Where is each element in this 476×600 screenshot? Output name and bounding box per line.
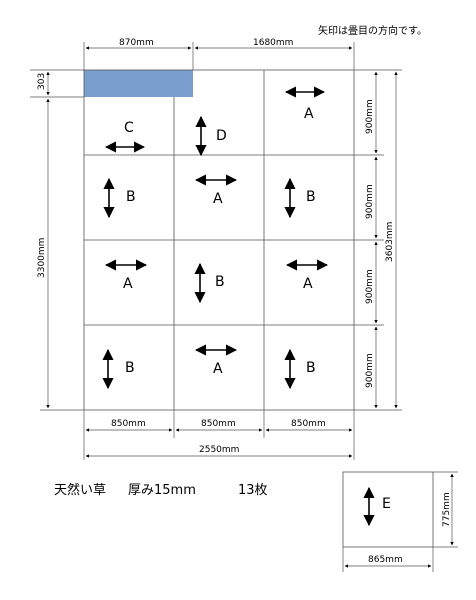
- dim-row-4: 900mm: [365, 353, 375, 388]
- thickness-label: 厚み15mm: [128, 483, 196, 498]
- dim-left-height: 3300mm: [37, 238, 47, 278]
- tile-label: B: [125, 360, 135, 376]
- tile-d: D: [195, 115, 227, 157]
- tile-c: C: [104, 120, 146, 153]
- tile-label: A: [123, 276, 133, 292]
- tile-a-r2c2: A: [194, 174, 238, 207]
- tile-b-r3c2: B: [194, 262, 225, 304]
- tile-a-r3c1: A: [104, 259, 148, 292]
- dim-right-total: 3603mm: [385, 222, 395, 262]
- tile-b-r4c3: B: [284, 348, 316, 390]
- highlight-band: [84, 70, 193, 97]
- dim-band-height: 303: [37, 73, 47, 90]
- direction-note: 矢印は畳目の方向です。: [318, 24, 427, 37]
- room-grid: [83, 69, 355, 411]
- material-label: 天然い草: [54, 482, 106, 498]
- tile-b-r2c1: B: [103, 177, 136, 219]
- tile-b-r2c3: B: [284, 177, 316, 219]
- tile-a-r1c3: A: [284, 86, 326, 122]
- tile-label: A: [213, 361, 223, 377]
- tile-label: B: [126, 189, 136, 205]
- tile-label: A: [213, 191, 223, 207]
- tile-e: [342, 471, 434, 548]
- dim-extra-height: 775mm: [442, 492, 452, 527]
- dim-row-2: 900mm: [365, 184, 375, 219]
- tile-label: A: [304, 106, 314, 122]
- tile-label: B: [306, 189, 316, 205]
- tile-a-r4c2: A: [194, 344, 238, 377]
- extra-dimensions: [342, 471, 458, 572]
- top-dimensions: [83, 42, 355, 70]
- tile-label: E: [382, 496, 391, 512]
- dim-row-1: 900mm: [365, 99, 375, 134]
- tile-a-r3c3: A: [285, 259, 329, 292]
- bottom-dimensions: [83, 410, 355, 460]
- tile-label: C: [124, 120, 134, 136]
- dim-top-right: 1680mm: [253, 38, 293, 48]
- left-dimensions: [30, 69, 84, 411]
- dim-extra-width: 865mm: [368, 555, 403, 565]
- tile-label: B: [306, 360, 316, 376]
- dim-top-left: 870mm: [119, 38, 154, 48]
- dim-col-2: 850mm: [201, 419, 236, 429]
- dim-col-1: 850mm: [111, 419, 146, 429]
- right-dimensions: [354, 69, 402, 411]
- count-label: 13枚: [238, 483, 268, 498]
- tile-label: A: [303, 276, 313, 292]
- dim-total-width: 2550mm: [199, 445, 239, 455]
- dim-col-3: 850mm: [291, 419, 326, 429]
- tile-label: D: [216, 128, 227, 144]
- dim-row-3: 900mm: [365, 269, 375, 304]
- tile-label: B: [215, 274, 225, 290]
- tile-b-r4c1: B: [102, 348, 135, 390]
